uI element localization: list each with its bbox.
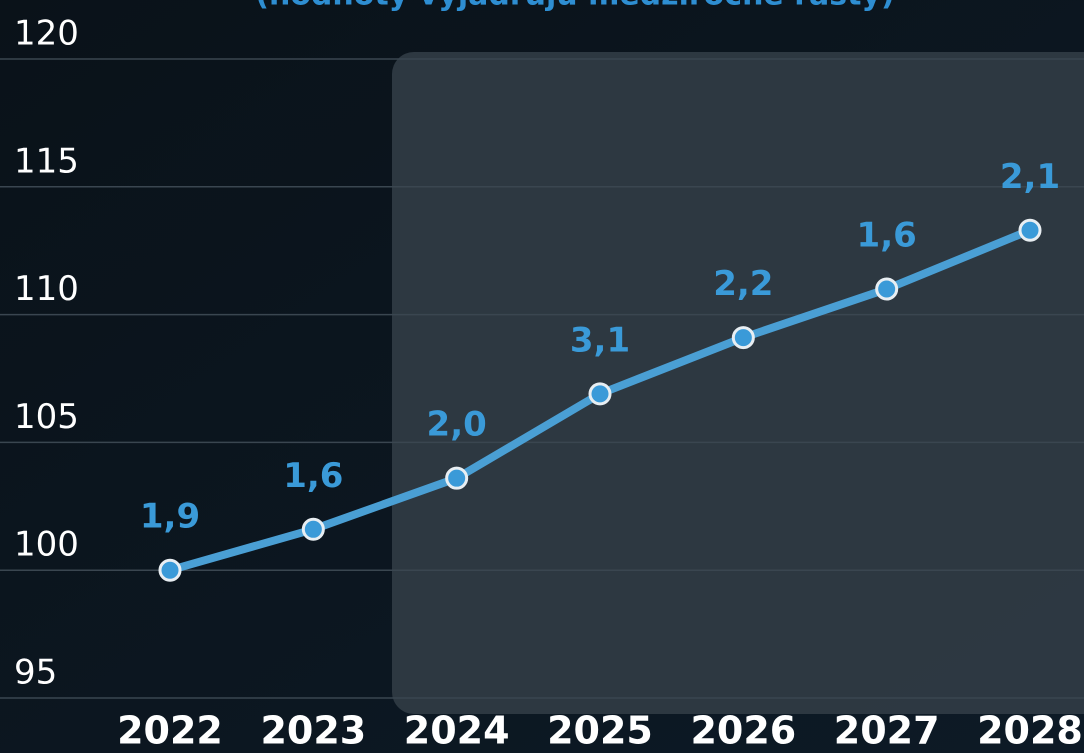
data-label: 3,1: [570, 320, 630, 360]
data-point: [875, 277, 899, 301]
x-tick-label: 2028: [977, 709, 1083, 753]
data-label: 2,2: [713, 264, 773, 304]
data-label: 1,6: [283, 456, 343, 496]
x-tick-label: 2027: [834, 709, 940, 753]
y-tick-label: 120: [14, 14, 79, 54]
grid: 95 100 105 110 115 120: [0, 14, 1084, 699]
chart-subtitle: (hodnoty vyjadrujú medziročné rasty): [255, 0, 894, 13]
data-point: [445, 466, 469, 490]
forecast-region: [392, 52, 1084, 714]
data-label: 1,9: [140, 497, 200, 537]
data-point: [588, 382, 612, 406]
x-tick-label: 2026: [690, 709, 796, 753]
data-label: 2,0: [427, 405, 487, 445]
x-tick-label: 2022: [117, 709, 223, 753]
x-tick-label: 2023: [260, 709, 366, 753]
data-point: [1018, 218, 1042, 242]
data-label: 2,1: [1000, 157, 1060, 197]
y-tick-label: 115: [14, 141, 79, 181]
y-tick-label: 110: [14, 269, 79, 309]
data-label: 1,6: [857, 216, 917, 256]
x-tick-label: 2025: [547, 709, 653, 753]
y-tick-label: 95: [14, 653, 57, 693]
plot: 1,9 2022 1,6 2023 2,0 2024 3,1 2025 2,2 2026 1,6 20…: [117, 157, 1083, 753]
y-tick-label: 105: [14, 397, 79, 437]
data-point: [158, 558, 182, 582]
x-tick-label: 2024: [404, 709, 510, 753]
data-point: [301, 517, 325, 541]
data-point: [731, 326, 755, 350]
y-tick-label: 100: [14, 525, 79, 565]
